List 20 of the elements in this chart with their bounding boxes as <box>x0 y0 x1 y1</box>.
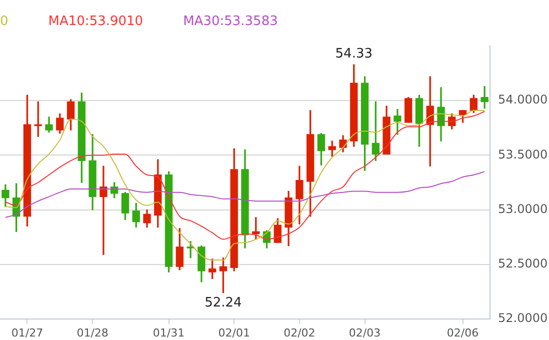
annotation: 52.24 <box>204 296 242 311</box>
x-tick-label: 02/02 <box>284 326 316 340</box>
y-tick-label: 53.5000 <box>498 147 548 162</box>
y-tick-label: 54.0000 <box>498 92 548 107</box>
line-series <box>4 171 486 218</box>
x-tick-label: 02/06 <box>446 326 479 340</box>
annotation: 54.33 <box>335 46 372 62</box>
y-tick-label: 52.5000 <box>498 256 548 271</box>
x-tick-label: 01/27 <box>11 326 44 340</box>
text: MA10:53.9010 <box>48 14 144 29</box>
x-tick-label: 02/01 <box>218 326 250 340</box>
text: MA30:53.3583 <box>183 14 278 29</box>
candlestick <box>100 166 108 255</box>
text: 0 <box>0 14 8 29</box>
y-tick-label: 52.0000 <box>498 311 548 326</box>
x-tick-label: 01/31 <box>152 326 185 340</box>
x-tick-label: 01/28 <box>76 326 108 340</box>
candlestick <box>480 86 488 109</box>
y-tick-label: 53.0000 <box>498 202 548 216</box>
x-tick-label: 02/03 <box>348 326 381 340</box>
